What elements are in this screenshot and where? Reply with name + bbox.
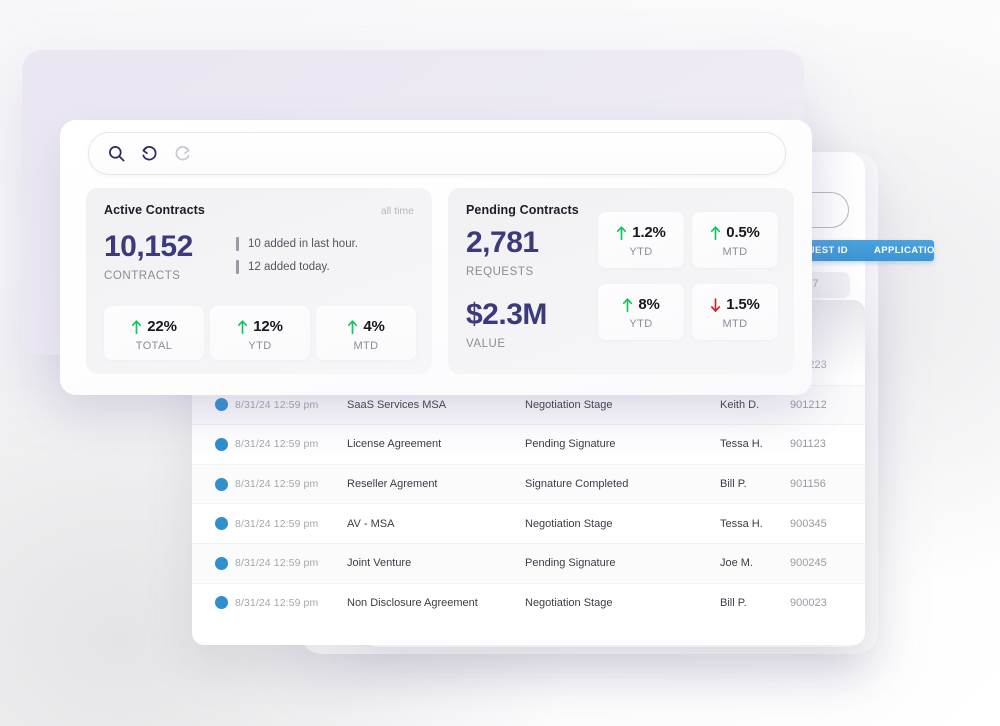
pending-stat-tile-mtd-value: 1.5% MTD [692, 284, 778, 340]
table-cell-date: 8/31/24 12:59 pm [235, 596, 319, 609]
table-cell-owner: Tessa H. [720, 517, 763, 530]
pending-stat-tile-mtd-requests: 0.5% MTD [692, 212, 778, 268]
table-cell-name: License Agreement [347, 438, 442, 451]
pending-contracts-title: Pending Contracts [466, 203, 579, 217]
note-text: 10 added in last hour. [248, 237, 358, 250]
pending-stat-label: MTD [722, 318, 748, 330]
stat-tile-total: 22% TOTAL [104, 306, 204, 360]
arrow-up-icon [616, 225, 627, 241]
stat-tile-mtd: 4% MTD [316, 306, 416, 360]
arrow-up-icon [347, 319, 358, 335]
active-contracts-period: all time [380, 205, 414, 217]
table-cell-id: 901123 [790, 438, 826, 451]
table-cell-owner: Bill P. [720, 478, 747, 491]
table-cell-name: Reseller Agrement [347, 478, 438, 491]
table-cell-stage: Pending Signature [525, 557, 616, 570]
active-contracts-card: Active Contracts all time 10,152 CONTRAC… [86, 188, 432, 374]
pending-stat-tile-ytd-value: 8% YTD [598, 284, 684, 340]
pending-requests-value: 2,781 [466, 226, 539, 259]
arrow-up-icon [710, 225, 721, 241]
pending-value-amount: $2.3M [466, 298, 547, 331]
column-header-request-id: QUEST ID [800, 245, 849, 256]
table-cell-id: 901156 [790, 478, 826, 491]
status-dot-icon [215, 596, 228, 610]
table-cell-date: 8/31/24 12:59 pm [235, 398, 319, 411]
stat-tile-mtd-value: 4% [363, 318, 385, 335]
table-cell-id: 901212 [790, 398, 827, 411]
arrow-down-icon [710, 297, 721, 313]
status-dot-icon [215, 437, 228, 451]
redo-icon[interactable] [173, 144, 192, 163]
pending-stat-label: YTD [629, 318, 653, 330]
active-contracts-title: Active Contracts [104, 203, 205, 217]
table-row[interactable]: 8/31/24 12:59 pm Joint Venture Pending Sig… [192, 543, 865, 584]
active-contracts-notes: 10 added in last hour. 12 added today. [236, 232, 358, 278]
table-row[interactable]: 8/31/24 12:59 pm Non Disclosure Agreement… [192, 584, 865, 623]
pending-requests-label: REQUESTS [466, 266, 534, 278]
dashboard-outer-frame: Active Contracts all time 10,152 CONTRAC… [22, 50, 812, 395]
status-dot-icon [215, 556, 228, 570]
table-cell-id: 900345 [790, 517, 827, 530]
pending-value-label: VALUE [466, 338, 506, 350]
table-row[interactable]: 8/31/24 12:59 pm Reseller Agrement Signatu… [192, 464, 865, 505]
stat-tile-ytd-label: YTD [248, 340, 272, 352]
dashboard-card: Active Contracts all time 10,152 CONTRAC… [60, 120, 812, 395]
pending-stat-label: YTD [629, 246, 653, 258]
pending-stat-tile-ytd-requests: 1.2% YTD [598, 212, 684, 268]
table-row[interactable]: 8/31/24 12:59 pm AV - MSA Negotiation Stag… [192, 504, 865, 544]
note-marker-icon [236, 259, 239, 274]
search-bar[interactable] [88, 132, 786, 175]
arrow-up-icon [237, 319, 248, 335]
status-dot-icon [215, 398, 228, 412]
note-text: 12 added today. [248, 260, 330, 273]
pending-stat-value: 8% [638, 296, 660, 313]
pending-stat-value: 0.5% [726, 224, 760, 241]
table-cell-stage: Pending Signature [525, 438, 616, 451]
table-cell-owner: Bill P. [720, 596, 747, 609]
table-cell-owner: Joe M. [720, 557, 754, 570]
undo-icon[interactable] [140, 144, 159, 163]
pending-stat-value: 1.5% [726, 296, 760, 313]
column-header-application: APPLICATION [874, 245, 934, 256]
table-cell-owner: Keith D. [720, 398, 760, 411]
status-dot-icon [215, 517, 228, 531]
table-cell-id: 900023 [790, 596, 827, 609]
table-cell-date: 8/31/24 12:59 pm [235, 478, 319, 491]
table-cell-name: AV - MSA [347, 517, 395, 530]
note-marker-icon [236, 236, 239, 251]
pending-contracts-card: Pending Contracts 2,781 REQUESTS $2.3M V… [448, 188, 794, 374]
arrow-up-icon [131, 319, 142, 335]
stat-tile-total-value: 22% [147, 318, 177, 335]
table-cell-date: 8/31/24 12:59 pm [235, 438, 319, 451]
table-cell-name: SaaS Services MSA [347, 398, 447, 411]
active-contracts-value: 10,152 [104, 230, 193, 263]
table-cell-stage: Negotiation Stage [525, 596, 613, 609]
table-cell-stage: Negotiation Stage [525, 398, 613, 411]
status-dot-icon [215, 477, 228, 491]
arrow-up-icon [622, 297, 633, 313]
active-contracts-note: 12 added today. [236, 255, 358, 278]
stat-tile-ytd: 12% YTD [210, 306, 310, 360]
table-cell-stage: Negotiation Stage [525, 517, 613, 530]
pending-stat-value: 1.2% [632, 224, 666, 241]
table-cell-owner: Tessa H. [720, 438, 763, 451]
table-cell-id: 900245 [790, 557, 827, 570]
pending-stat-label: MTD [722, 246, 748, 258]
table-cell-name: Joint Venture [347, 557, 412, 570]
table-cell-date: 8/31/24 12:59 pm [235, 517, 319, 530]
table-cell-date: 8/31/24 12:59 pm [235, 557, 319, 570]
table-cell-name: Non Disclosure Agreement [347, 596, 478, 609]
stat-tile-total-label: TOTAL [135, 340, 173, 352]
stat-tile-mtd-label: MTD [353, 340, 379, 352]
search-icon[interactable] [107, 144, 126, 163]
table-cell-stage: Signature Completed [525, 478, 629, 491]
active-contracts-value-label: CONTRACTS [104, 270, 181, 282]
stat-tile-ytd-value: 12% [253, 318, 283, 335]
active-contracts-note: 10 added in last hour. [236, 232, 358, 255]
table-row[interactable]: 8/31/24 12:59 pm License Agreement Pending… [192, 425, 865, 465]
